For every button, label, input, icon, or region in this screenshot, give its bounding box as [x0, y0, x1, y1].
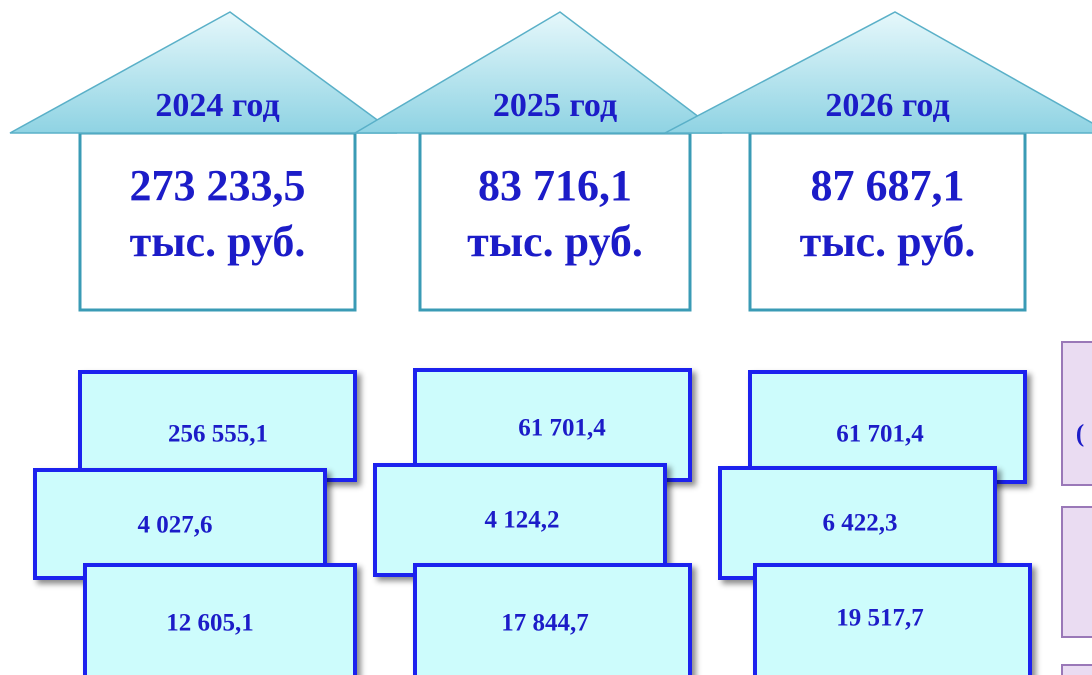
value-box — [413, 563, 692, 675]
value-box-text: 12 605,1 — [166, 610, 254, 637]
side-box — [1061, 664, 1092, 675]
house-body — [78, 131, 357, 312]
side-box — [1061, 506, 1092, 638]
house-roof — [352, 11, 723, 134]
house-roof — [664, 11, 1092, 134]
house-unit: тыс. руб. — [467, 217, 643, 266]
house-year: 2025 год — [493, 87, 617, 124]
value-box — [83, 563, 357, 675]
value-box-text: 17 844,7 — [501, 610, 589, 637]
house-year: 2026 год — [825, 87, 949, 124]
value-box-text: 61 701,4 — [518, 415, 606, 442]
house-body — [748, 131, 1027, 312]
value-box-text: 19 517,7 — [836, 605, 924, 632]
value-box — [373, 463, 667, 577]
value-box-text: 61 701,4 — [836, 421, 924, 448]
value-box-text: 4 124,2 — [485, 507, 560, 534]
house-amount: 273 233,5 — [130, 161, 306, 210]
value-box-text: 4 027,6 — [138, 512, 213, 539]
value-box — [33, 468, 327, 580]
value-box — [753, 563, 1032, 675]
value-box — [748, 370, 1027, 484]
house-roof — [9, 11, 398, 134]
side-box-text: ( — [1076, 421, 1084, 448]
house-unit: тыс. руб. — [800, 217, 976, 266]
side-box — [1061, 341, 1092, 486]
value-box-text: 6 422,3 — [823, 510, 898, 537]
house-amount: 83 716,1 — [478, 161, 632, 210]
house-amount: 87 687,1 — [811, 161, 965, 210]
value-box — [413, 368, 692, 482]
house-year: 2024 год — [155, 87, 279, 124]
house-unit: тыс. руб. — [130, 217, 306, 266]
value-box — [718, 466, 997, 580]
value-box-text: 256 555,1 — [168, 421, 268, 448]
